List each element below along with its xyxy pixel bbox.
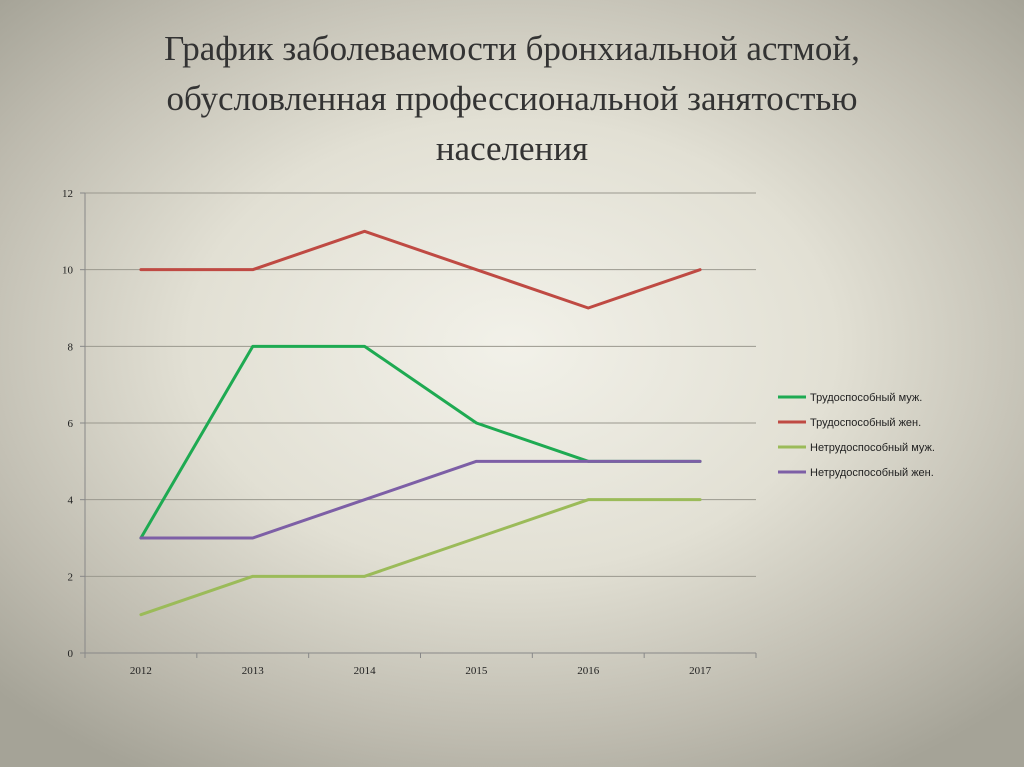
x-axis-ticks: 2012 2013 2014 2015 2016 2017	[84, 653, 757, 677]
series-line-3	[139, 498, 702, 617]
y-tick-label: 10	[62, 265, 74, 277]
title-line-2: обусловленная профессиональной занятость…	[166, 79, 858, 118]
y-tick-label: 4	[68, 495, 74, 507]
title-line-1: График заболеваемости бронхиальной астмо…	[164, 29, 860, 68]
title-line-3: населения	[435, 129, 589, 168]
chart-legend: Трудоспособный муж. Трудоспособный жен. Не…	[778, 392, 935, 479]
x-tick-label: 2014	[354, 665, 377, 677]
series-line-1	[139, 344, 702, 540]
chart-series	[139, 229, 702, 617]
y-axis-ticks: 0 2 4 6 8 10 12	[62, 188, 85, 660]
x-tick-label: 2017	[689, 665, 712, 677]
slide-title: График заболеваемости бронхиальной астмо…	[62, 24, 962, 174]
y-tick-label: 6	[68, 418, 74, 430]
series-line-2	[139, 229, 702, 310]
x-tick-label: 2013	[242, 665, 265, 677]
x-tick-label: 2012	[130, 665, 152, 677]
series-line-4	[139, 459, 702, 540]
legend-label: Нетрудоспособный жен.	[810, 467, 934, 479]
legend-label: Трудоспособный муж.	[810, 392, 922, 404]
legend-label: Нетрудоспособный муж.	[810, 442, 935, 454]
y-tick-label: 2	[68, 571, 74, 583]
x-tick-label: 2015	[465, 665, 488, 677]
legend-label: Трудоспособный жен.	[810, 417, 921, 429]
y-tick-label: 12	[62, 188, 73, 200]
y-tick-label: 0	[68, 648, 74, 660]
x-tick-label: 2016	[577, 665, 600, 677]
y-tick-label: 8	[68, 341, 74, 353]
